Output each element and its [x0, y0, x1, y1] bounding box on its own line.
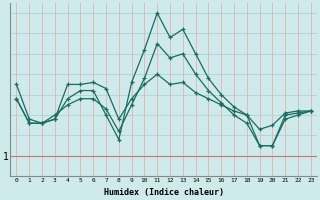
- X-axis label: Humidex (Indice chaleur): Humidex (Indice chaleur): [104, 188, 224, 197]
